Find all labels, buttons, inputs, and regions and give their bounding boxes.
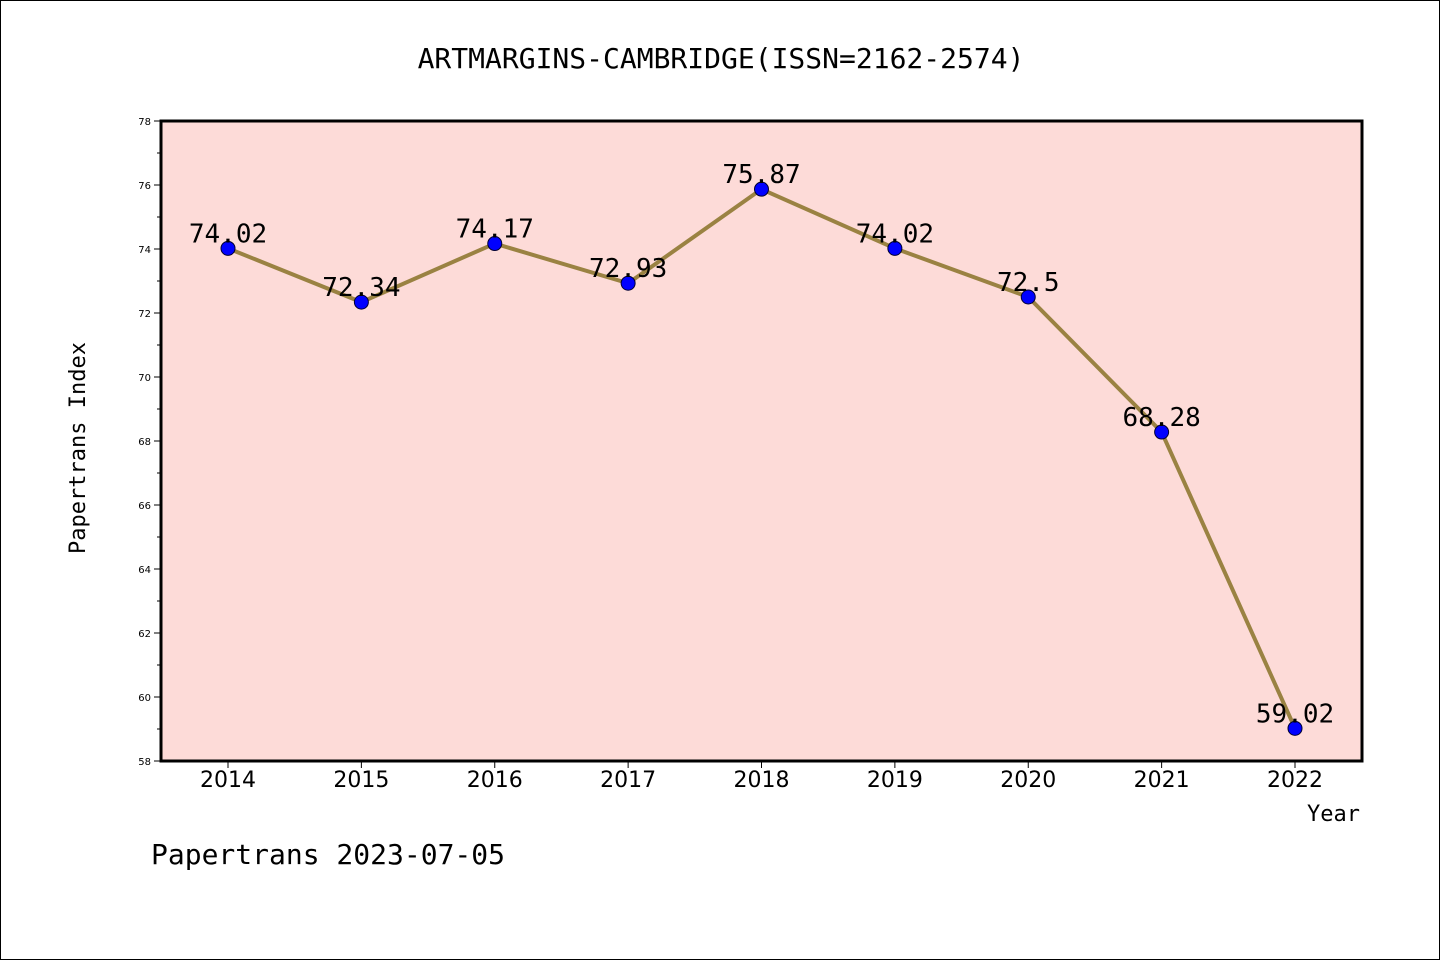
- x-axis: 2014 2015 2016 2017 2018 2019 2020 2021 2022: [200, 761, 1323, 793]
- data-label: 72.5: [997, 268, 1060, 298]
- y-tick-label: 66: [138, 501, 151, 512]
- y-tick-label: 68: [138, 437, 151, 448]
- x-tick-label: 2019: [867, 768, 923, 793]
- data-point: [1020, 289, 1036, 305]
- data-point: [1287, 720, 1303, 736]
- data-label: 74.02: [856, 219, 934, 249]
- data-point: [754, 181, 769, 197]
- data-label: 74.02: [189, 219, 267, 249]
- x-tick-label: 2015: [333, 768, 389, 793]
- data-label: 68.28: [1122, 403, 1200, 433]
- y-tick-label: 76: [138, 181, 151, 192]
- y-tick-label: 72: [138, 309, 151, 320]
- y-axis: 58 60 62 64 66 68 70 72 74 76 78: [138, 117, 161, 768]
- data-label: 74.17: [456, 215, 534, 245]
- footer-caption: Papertrans 2023-07-05: [151, 838, 505, 871]
- x-tick-label: 2020: [1000, 768, 1056, 793]
- y-tick-label: 64: [138, 565, 151, 576]
- x-tick-label: 2014: [200, 768, 256, 793]
- data-point: [620, 275, 636, 291]
- series-line: [220, 181, 1303, 736]
- data-point: [887, 240, 903, 256]
- data-label: 75.87: [722, 160, 800, 190]
- x-tick-label: 2017: [600, 768, 656, 793]
- y-tick-label: 74: [138, 245, 151, 256]
- x-axis-label: Year: [1307, 802, 1360, 827]
- chart-title: ARTMARGINS-CAMBRIDGE(ISSN=2162-2574): [418, 42, 1025, 75]
- y-tick-label: 62: [138, 629, 151, 640]
- y-tick-label: 58: [138, 757, 151, 768]
- data-labels: 74.02 72.34 74.17 72.93 75.87 74.02 72.5 68.28 5…: [189, 160, 1334, 729]
- x-tick-label: 2021: [1134, 768, 1190, 793]
- y-axis-label: Papertrans Index: [66, 342, 91, 554]
- data-point: [487, 236, 503, 252]
- data-label: 72.34: [322, 273, 400, 303]
- x-tick-label: 2018: [734, 768, 790, 793]
- y-tick-label: 70: [138, 373, 151, 384]
- y-tick-label: 78: [138, 117, 151, 128]
- data-point: [220, 240, 236, 256]
- data-label: 59.02: [1256, 699, 1334, 729]
- plot-area: [159, 119, 1364, 763]
- data-point: [353, 294, 369, 310]
- y-tick-label: 60: [138, 693, 151, 704]
- x-tick-label: 2022: [1267, 768, 1323, 793]
- data-label: 72.93: [589, 254, 667, 284]
- x-tick-label: 2016: [467, 768, 523, 793]
- data-point: [1154, 424, 1170, 440]
